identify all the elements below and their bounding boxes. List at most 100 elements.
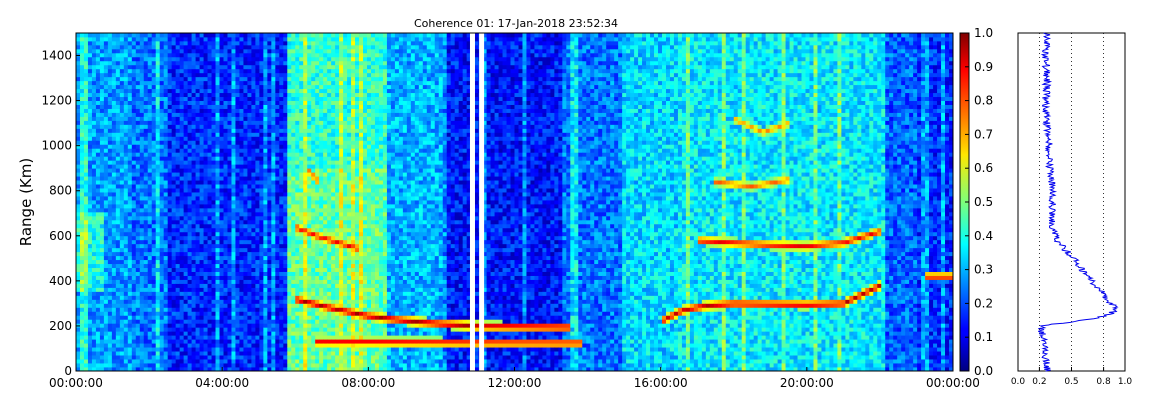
heatmap-cell (287, 240, 291, 244)
heatmap-cell (192, 57, 196, 61)
heatmap-cell (291, 89, 295, 93)
heatmap-cell (279, 89, 283, 93)
heatmap-cell (184, 280, 188, 284)
heatmap-cell (295, 184, 299, 188)
heatmap-cell (196, 184, 200, 188)
heatmap-cell (251, 359, 255, 363)
heatmap-cell (124, 200, 128, 204)
heatmap-cell (224, 323, 228, 327)
heatmap-cell (124, 33, 128, 37)
heatmap-cell (176, 85, 180, 89)
heatmap-cell (140, 276, 144, 280)
heatmap-cell (136, 295, 140, 299)
heatmap-cell (168, 248, 172, 252)
heatmap-cell (76, 224, 80, 228)
heatmap-cell (239, 184, 243, 188)
heatmap-cell (231, 236, 235, 240)
heatmap-cell (132, 236, 136, 240)
heatmap-cell (212, 208, 216, 212)
heatmap-cell (208, 144, 212, 148)
heatmap-cell (208, 295, 212, 299)
heatmap-cell (255, 295, 259, 299)
heatmap-cell (231, 180, 235, 184)
heatmap-cell (100, 280, 104, 284)
heatmap-cell (136, 184, 140, 188)
heatmap-cell (104, 331, 108, 335)
heatmap-cell (251, 236, 255, 240)
heatmap-cell (180, 156, 184, 160)
heatmap-cell (92, 89, 96, 93)
heatmap-cell (176, 81, 180, 85)
heatmap-cell (251, 240, 255, 244)
heatmap-cell (168, 140, 172, 144)
heatmap-cell (148, 89, 152, 93)
heatmap-cell (108, 311, 112, 315)
heatmap-cell (84, 172, 88, 176)
heatmap-cell (212, 117, 216, 121)
heatmap-cell (120, 264, 124, 268)
heatmap-cell (96, 287, 100, 291)
heatmap-cell (112, 240, 116, 244)
heatmap-cell (275, 224, 279, 228)
heatmap-cell (120, 343, 124, 347)
heatmap-cell (152, 244, 156, 248)
heatmap-cell (116, 339, 120, 343)
heatmap-cell (80, 240, 84, 244)
heatmap-cell (168, 351, 172, 355)
heatmap-cell (303, 117, 307, 121)
heatmap-cell (247, 204, 251, 208)
heatmap-cell (243, 101, 247, 105)
heatmap-cell (164, 105, 168, 109)
heatmap-cell (140, 196, 144, 200)
heatmap-cell (196, 180, 200, 184)
heatmap-cell (88, 331, 92, 335)
heatmap-cell (104, 212, 108, 216)
heatmap-cell (100, 287, 104, 291)
heatmap-cell (275, 303, 279, 307)
heatmap-cell (188, 351, 192, 355)
heatmap-cell (120, 295, 124, 299)
heatmap-cell (132, 252, 136, 256)
heatmap-cell (156, 113, 160, 117)
heatmap-cell (76, 363, 80, 367)
heatmap-cell (80, 232, 84, 236)
heatmap-cell (299, 53, 303, 57)
heatmap-cell (220, 93, 224, 97)
heatmap-cell (160, 323, 164, 327)
heatmap-cell (255, 200, 259, 204)
heatmap-cell (271, 73, 275, 77)
heatmap-cell (108, 264, 112, 268)
heatmap-cell (172, 81, 176, 85)
heatmap-cell (124, 57, 128, 61)
heatmap-cell (208, 176, 212, 180)
heatmap-cell (160, 128, 164, 132)
heatmap-cell (124, 184, 128, 188)
heatmap-cell (168, 355, 172, 359)
heatmap-cell (112, 105, 116, 109)
heatmap-cell (204, 280, 208, 284)
heatmap-cell (227, 236, 231, 240)
heatmap-cell (263, 287, 267, 291)
heatmap-cell (188, 264, 192, 268)
heatmap-cell (212, 287, 216, 291)
heatmap-cell (136, 93, 140, 97)
heatmap-cell (188, 192, 192, 196)
heatmap-cell (255, 128, 259, 132)
heatmap-cell (168, 124, 172, 128)
heatmap-cell (295, 355, 299, 359)
heatmap-cell (160, 152, 164, 156)
heatmap-cell (220, 69, 224, 73)
heatmap-cell (247, 200, 251, 204)
heatmap-cell (295, 85, 299, 89)
heatmap-cell (279, 113, 283, 117)
heatmap-cell (104, 176, 108, 180)
heatmap-cell (80, 160, 84, 164)
heatmap-cell (144, 252, 148, 256)
heatmap-cell (235, 65, 239, 69)
heatmap-cell (80, 168, 84, 172)
heatmap-cell (299, 280, 303, 284)
heatmap-cell (112, 156, 116, 160)
heatmap-cell (168, 101, 172, 105)
heatmap-cell (136, 117, 140, 121)
heatmap-cell (76, 128, 80, 132)
